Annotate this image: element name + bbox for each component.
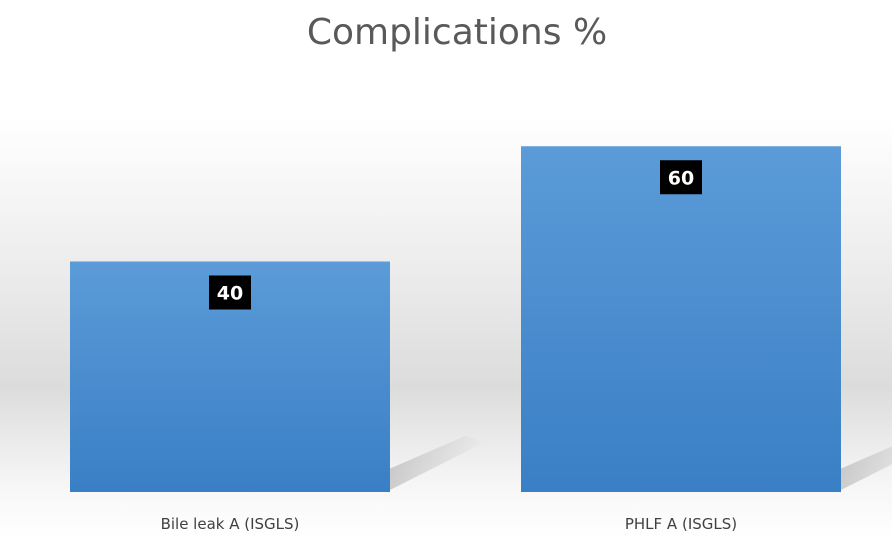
data-label: 60: [668, 167, 694, 189]
data-label-box: [660, 160, 702, 195]
category-label: Bile leak A (ISGLS): [161, 515, 300, 533]
data-labels: 40 60: [209, 160, 702, 310]
data-label: 40: [217, 283, 243, 305]
chart-title: Complications %: [307, 12, 607, 53]
category-labels: Bile leak A (ISGLS) PHLF A (ISGLS): [161, 515, 738, 533]
bar: [521, 146, 841, 492]
data-label-box: [209, 275, 251, 310]
category-label: PHLF A (ISGLS): [625, 515, 737, 533]
